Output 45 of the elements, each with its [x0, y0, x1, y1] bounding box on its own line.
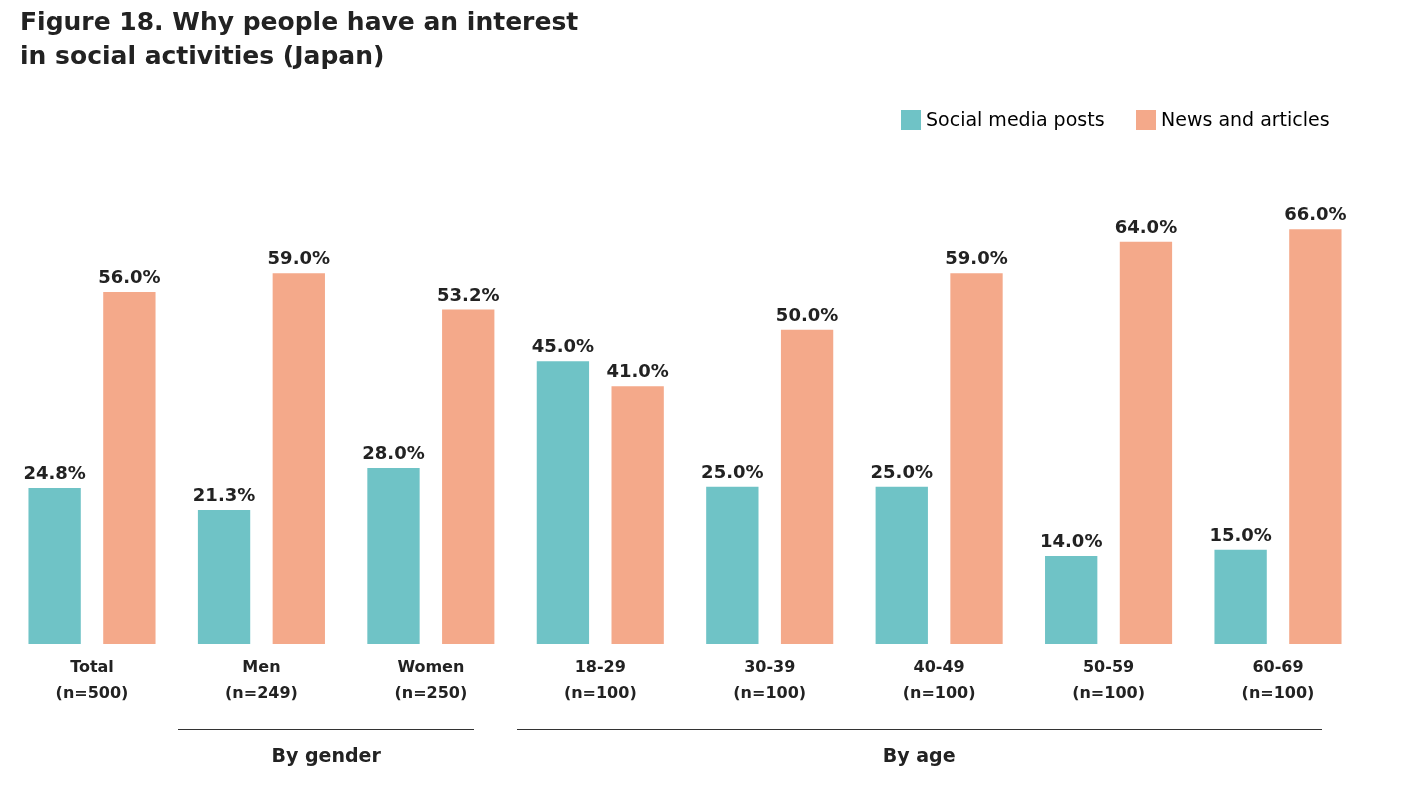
data-label: 59.0% — [267, 247, 331, 269]
x-tick-label: 50-59 (n=100) — [1072, 656, 1145, 702]
data-label: 59.0% — [945, 247, 1008, 269]
bar — [780, 329, 834, 644]
data-label: 28.0% — [362, 442, 425, 463]
legend-label: News and articles — [1161, 108, 1330, 130]
bar — [875, 486, 928, 644]
bar — [611, 386, 664, 644]
x-tick-label: 60-69 (n=100) — [1241, 656, 1315, 702]
bar — [442, 309, 495, 644]
x-tick-label: 18-29 (n=100) — [563, 656, 637, 702]
bar — [1119, 241, 1173, 644]
data-label: 66.0% — [1284, 203, 1347, 225]
bar — [197, 510, 251, 644]
data-label: 50.0% — [775, 303, 839, 325]
x-tick-label: 40-49 (n=100) — [902, 656, 976, 702]
data-label: 21.3% — [192, 484, 256, 506]
bar — [536, 361, 590, 644]
data-label: 64.0% — [1114, 215, 1178, 237]
legend-label: Social media posts — [926, 108, 1105, 130]
data-label: 24.8% — [23, 462, 86, 484]
bar — [1045, 556, 1098, 644]
data-label: 25.0% — [701, 460, 764, 482]
bar — [272, 273, 325, 644]
chart-title: Figure 18. Why people have an interest in social activities (Japan) — [20, 7, 579, 70]
bar — [367, 468, 420, 644]
bar — [103, 292, 156, 644]
data-label: 15.0% — [1209, 523, 1272, 545]
x-tick-label: Total (n=500) — [55, 656, 129, 702]
data-label: 25.0% — [870, 460, 933, 482]
text: By gender — [270, 744, 382, 766]
bar — [706, 486, 759, 644]
data-label: 45.0% — [531, 335, 595, 357]
x-tick-label: Men (n=249) — [225, 656, 298, 702]
bar — [950, 273, 1003, 644]
x-tick-label: 30-39 (n=100) — [733, 656, 807, 702]
data-label: 56.0% — [98, 266, 161, 287]
data-label: 14.0% — [1039, 530, 1103, 551]
data-label: 41.0% — [606, 360, 669, 382]
bar — [28, 488, 81, 644]
bar — [1289, 229, 1342, 644]
text: By age — [881, 744, 957, 766]
bar — [1214, 549, 1267, 644]
data-label: 53.2% — [437, 283, 500, 305]
x-tick-label: Women (n=250) — [394, 656, 468, 702]
